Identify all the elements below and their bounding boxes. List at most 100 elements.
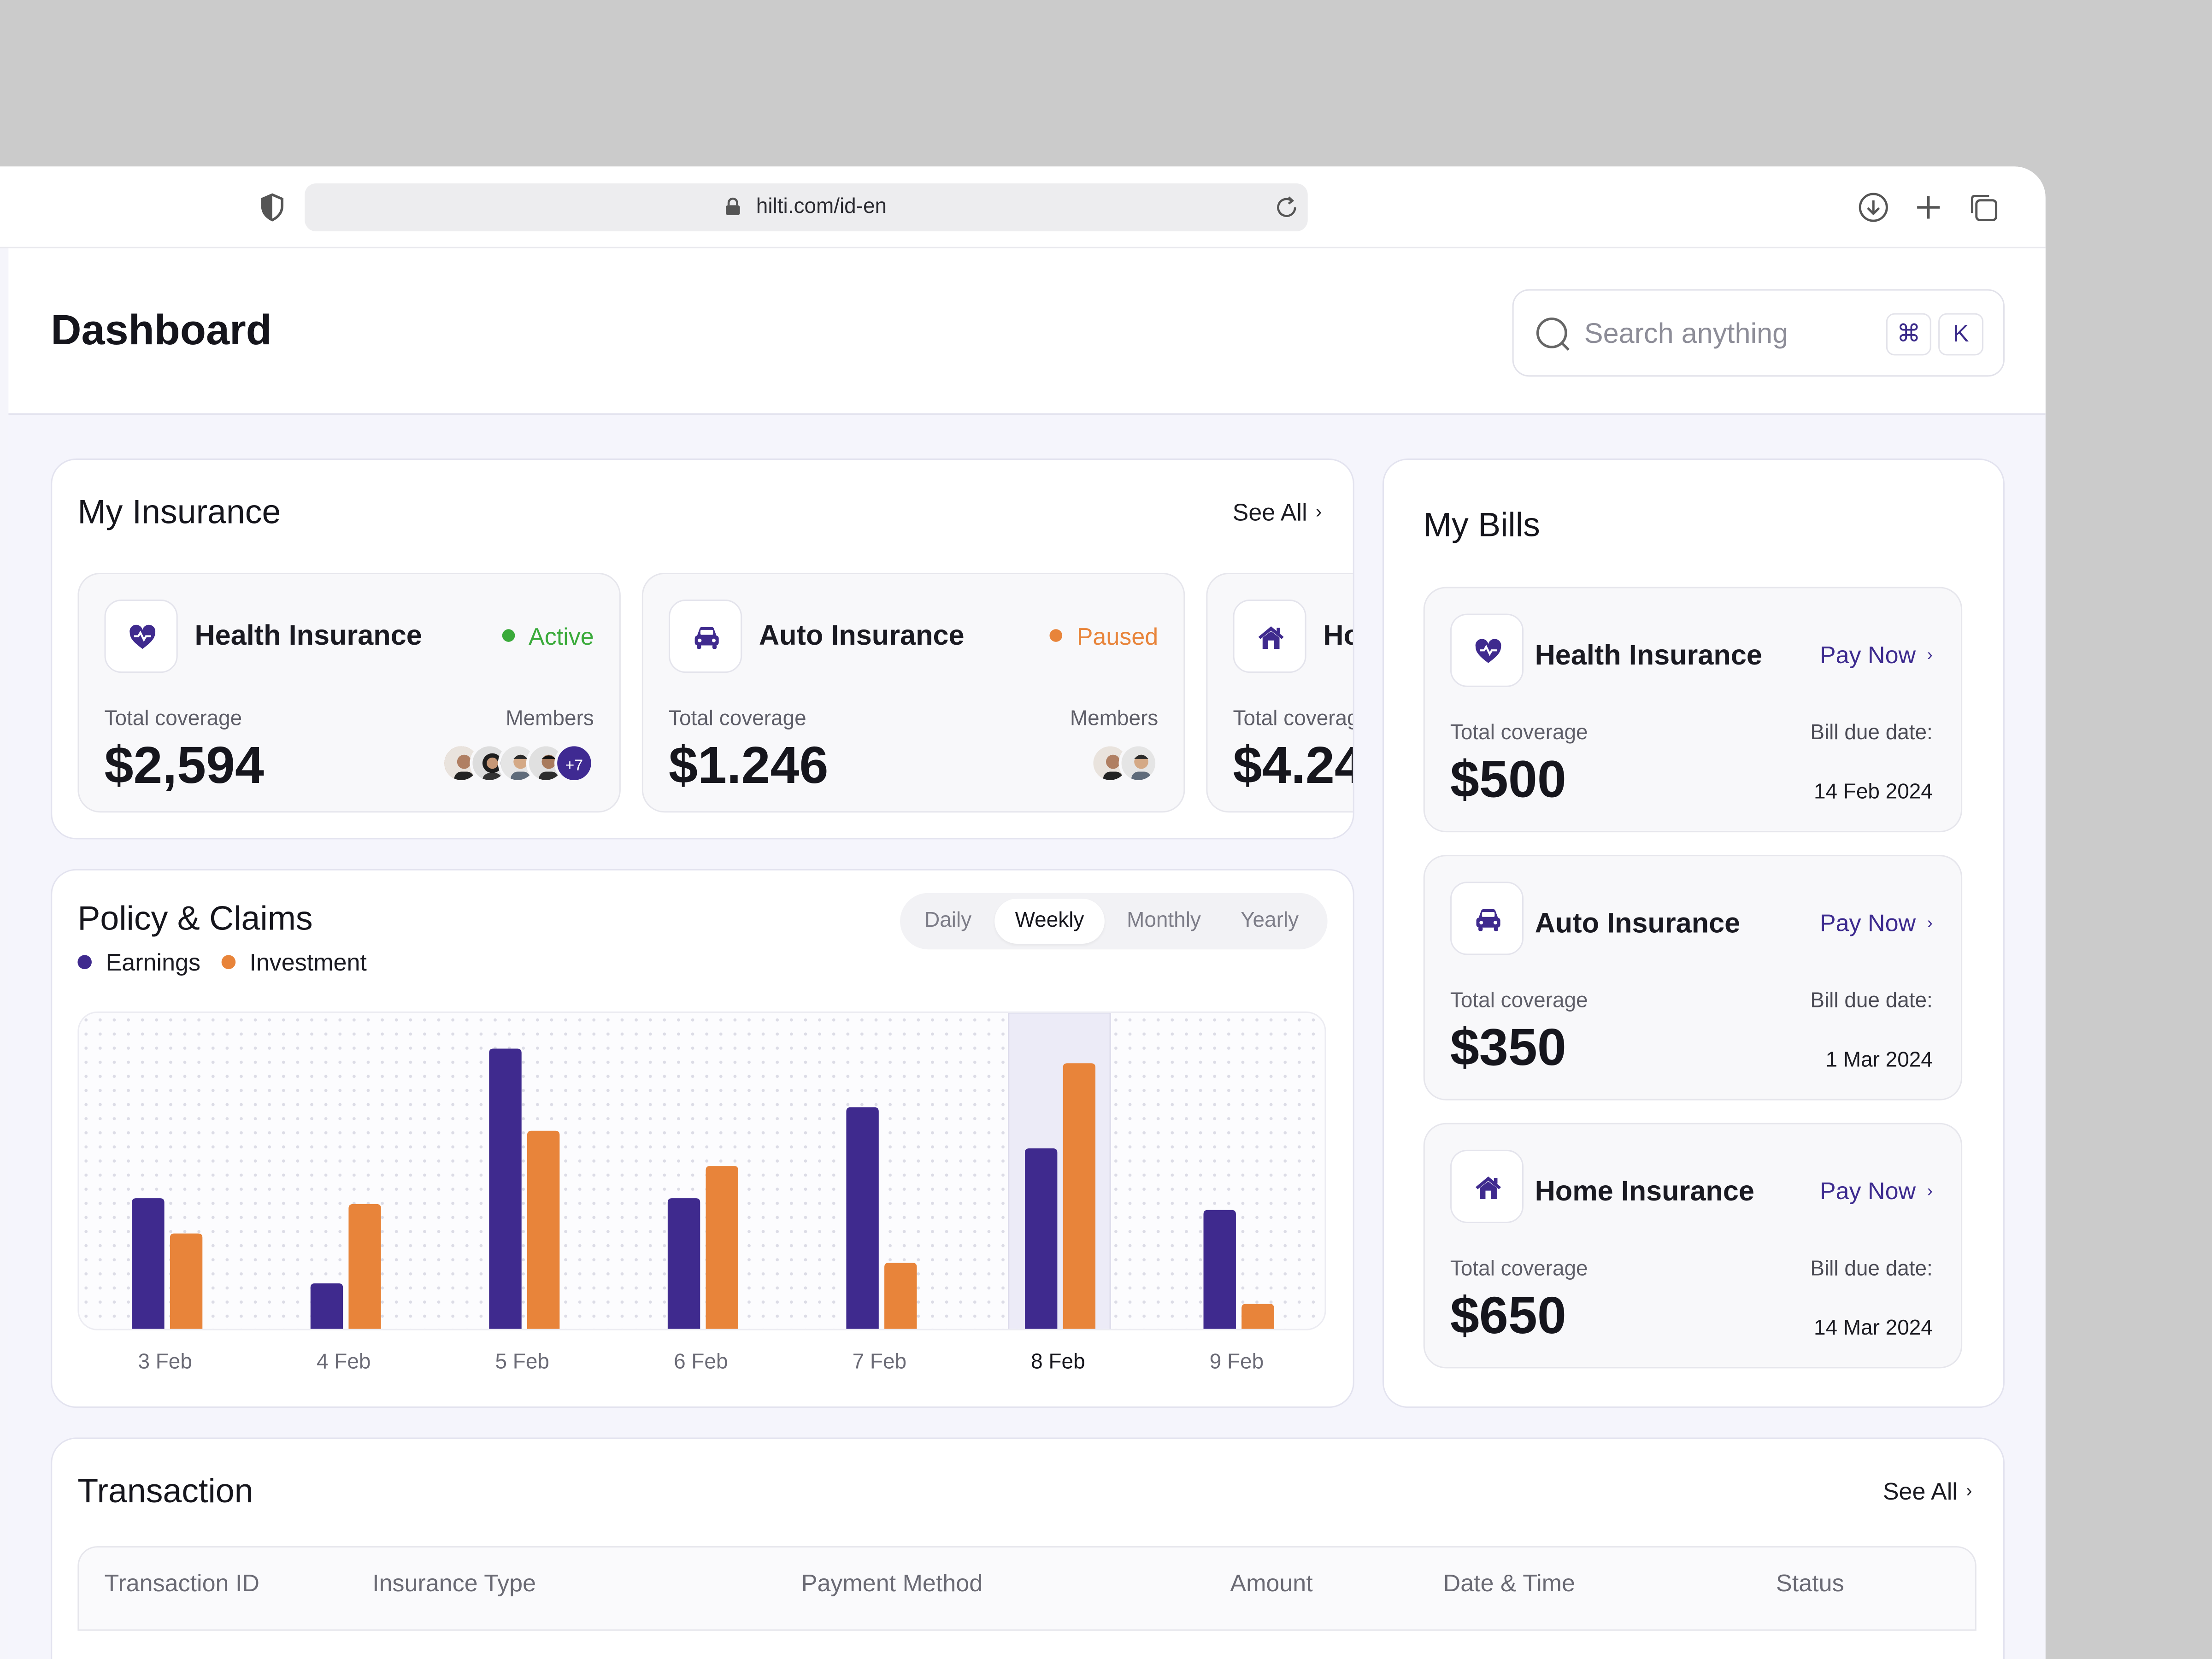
- status-badge: Active: [501, 624, 594, 652]
- more-members-badge[interactable]: +7: [554, 743, 594, 783]
- chevron-right-icon: ›: [1927, 1181, 1933, 1201]
- shield-icon[interactable]: [259, 193, 285, 222]
- coverage-label: Total coverage: [1450, 1257, 1588, 1281]
- transaction-see-all-link[interactable]: See All ›: [1883, 1478, 1972, 1506]
- bill-amount: $500: [1450, 750, 1566, 809]
- pay-now-link[interactable]: Pay Now ›: [1820, 910, 1933, 938]
- bill-amount: $650: [1450, 1286, 1566, 1345]
- avatar: [526, 743, 566, 783]
- policy-claims-title: Policy & Claims: [77, 900, 313, 938]
- search-box[interactable]: ⌘ K: [1512, 289, 2005, 377]
- bar-investment-7-feb[interactable]: [884, 1263, 917, 1330]
- insurance-card-home[interactable]: Home Insurance Total coverage $4.24: [1206, 572, 1353, 813]
- legend-dot-earnings: [77, 955, 92, 970]
- bill-card-health[interactable]: Health Insurance Pay Now › Total coverage…: [1423, 587, 1963, 833]
- home-icon-box: [1233, 600, 1306, 673]
- bar-earnings-9-feb[interactable]: [1203, 1210, 1236, 1330]
- status-dot: [501, 629, 515, 642]
- pay-now-link[interactable]: Pay Now ›: [1820, 1178, 1933, 1206]
- column-header-status[interactable]: Status: [1776, 1570, 1844, 1597]
- chart-legend: Earnings Investment: [77, 949, 367, 977]
- url-text: hilti.com/id-en: [756, 194, 887, 219]
- tabs-overview-icon[interactable]: [1968, 192, 1999, 223]
- bar-earnings-7-feb[interactable]: [846, 1107, 879, 1330]
- bill-card-auto[interactable]: Auto Insurance Pay Now › Total coverage B…: [1423, 855, 1963, 1100]
- bar-earnings-3-feb[interactable]: [132, 1198, 165, 1330]
- new-tab-icon[interactable]: [1913, 192, 1944, 223]
- lock-icon: [725, 197, 740, 215]
- pay-now-link[interactable]: Pay Now ›: [1820, 642, 1933, 670]
- reload-icon[interactable]: [1274, 194, 1299, 220]
- legend-investment: Investment: [249, 949, 367, 977]
- bar-chart: [132, 1012, 1274, 1330]
- coverage-amount: $1.246: [669, 736, 829, 794]
- bar-earnings-4-feb[interactable]: [310, 1283, 343, 1330]
- coverage-label: Total coverage: [1233, 706, 1353, 731]
- bar-investment-4-feb[interactable]: [348, 1204, 381, 1330]
- column-header-insurance-type[interactable]: Insurance Type: [372, 1570, 536, 1597]
- chevron-right-icon: ›: [1927, 644, 1933, 665]
- chevron-right-icon: ›: [1966, 1480, 1972, 1501]
- heart-pulse-icon: [129, 624, 156, 649]
- chart-plot-area: [77, 1011, 1326, 1330]
- insurance-card-auto[interactable]: Auto Insurance Paused Total coverage Mem…: [641, 572, 1185, 813]
- search-icon: [1536, 318, 1570, 351]
- bar-investment-9-feb[interactable]: [1241, 1304, 1274, 1330]
- tab-yearly[interactable]: Yearly: [1241, 908, 1299, 933]
- car-icon: [1476, 909, 1500, 931]
- bar-investment-3-feb[interactable]: [170, 1233, 203, 1330]
- bar-earnings-5-feb[interactable]: [489, 1048, 522, 1330]
- bill-name: Health Insurance: [1535, 640, 1762, 672]
- page-title: Dashboard: [51, 307, 272, 354]
- page-header: Dashboard ⌘ K: [8, 248, 2046, 415]
- address-bar[interactable]: hilti.com/id-en: [305, 183, 1308, 232]
- my-insurance-card: My Insurance See All › Health Insurance A…: [51, 458, 1354, 840]
- insurance-name: Health Insurance: [194, 620, 422, 652]
- tab-daily[interactable]: Daily: [924, 908, 972, 933]
- auto-icon-box: [669, 600, 742, 673]
- insurance-card-health[interactable]: Health Insurance Active Total coverage M…: [77, 572, 621, 813]
- see-all-label: See All: [1232, 499, 1307, 526]
- avatar: [1118, 743, 1159, 783]
- search-input[interactable]: [1584, 316, 1866, 353]
- column-header-transaction-id[interactable]: Transaction ID: [104, 1570, 260, 1597]
- bar-earnings-6-feb[interactable]: [667, 1198, 700, 1330]
- coverage-label: Total coverage: [669, 706, 806, 731]
- legend-dot-investment: [221, 955, 235, 970]
- x-tick-label: 9 Feb: [1209, 1350, 1264, 1374]
- column-header-payment-method[interactable]: Payment Method: [801, 1570, 983, 1597]
- tab-monthly[interactable]: Monthly: [1127, 908, 1201, 933]
- bar-investment-6-feb[interactable]: [706, 1166, 738, 1330]
- bar-investment-5-feb[interactable]: [527, 1130, 560, 1330]
- k-key-badge: K: [1938, 313, 1984, 356]
- bar-earnings-8-feb[interactable]: [1024, 1148, 1058, 1330]
- coverage-label: Total coverage: [1450, 988, 1588, 1013]
- health-icon-box: [1450, 613, 1524, 687]
- download-icon[interactable]: [1858, 192, 1889, 223]
- bill-card-home[interactable]: Home Insurance Pay Now › Total coverage B…: [1423, 1123, 1963, 1369]
- transaction-table-header: Transaction ID Insurance Type Payment Me…: [77, 1546, 1977, 1631]
- period-tabs: Daily Weekly Monthly Yearly: [900, 893, 1328, 950]
- coverage-label: Total coverage: [1450, 721, 1588, 745]
- column-header-date-time[interactable]: Date & Time: [1443, 1570, 1575, 1597]
- avatar: [441, 743, 481, 783]
- x-tick-label: 6 Feb: [674, 1350, 728, 1374]
- policy-claims-card: Policy & Claims Daily Weekly Monthly Yea…: [51, 869, 1354, 1408]
- status-badge: Paused: [1050, 624, 1158, 652]
- pay-now-label: Pay Now: [1819, 641, 1916, 669]
- see-all-label: See All: [1883, 1478, 1958, 1506]
- command-key-badge: ⌘: [1886, 313, 1931, 356]
- bill-name: Auto Insurance: [1535, 908, 1741, 940]
- my-insurance-see-all-link[interactable]: See All ›: [1233, 500, 1322, 528]
- insurance-name: Home Insurance: [1323, 620, 1353, 652]
- members-label: Members: [506, 706, 594, 731]
- home-icon-box: [1450, 1149, 1524, 1224]
- insurance-name: Auto Insurance: [759, 620, 965, 652]
- due-label: Bill due date:: [1810, 988, 1933, 1013]
- house-icon: [1476, 1177, 1501, 1200]
- bill-amount: $350: [1450, 1018, 1566, 1077]
- tab-weekly[interactable]: Weekly: [994, 898, 1105, 944]
- car-icon: [694, 627, 719, 649]
- bar-investment-8-feb[interactable]: [1063, 1063, 1096, 1330]
- column-header-amount[interactable]: Amount: [1230, 1570, 1313, 1597]
